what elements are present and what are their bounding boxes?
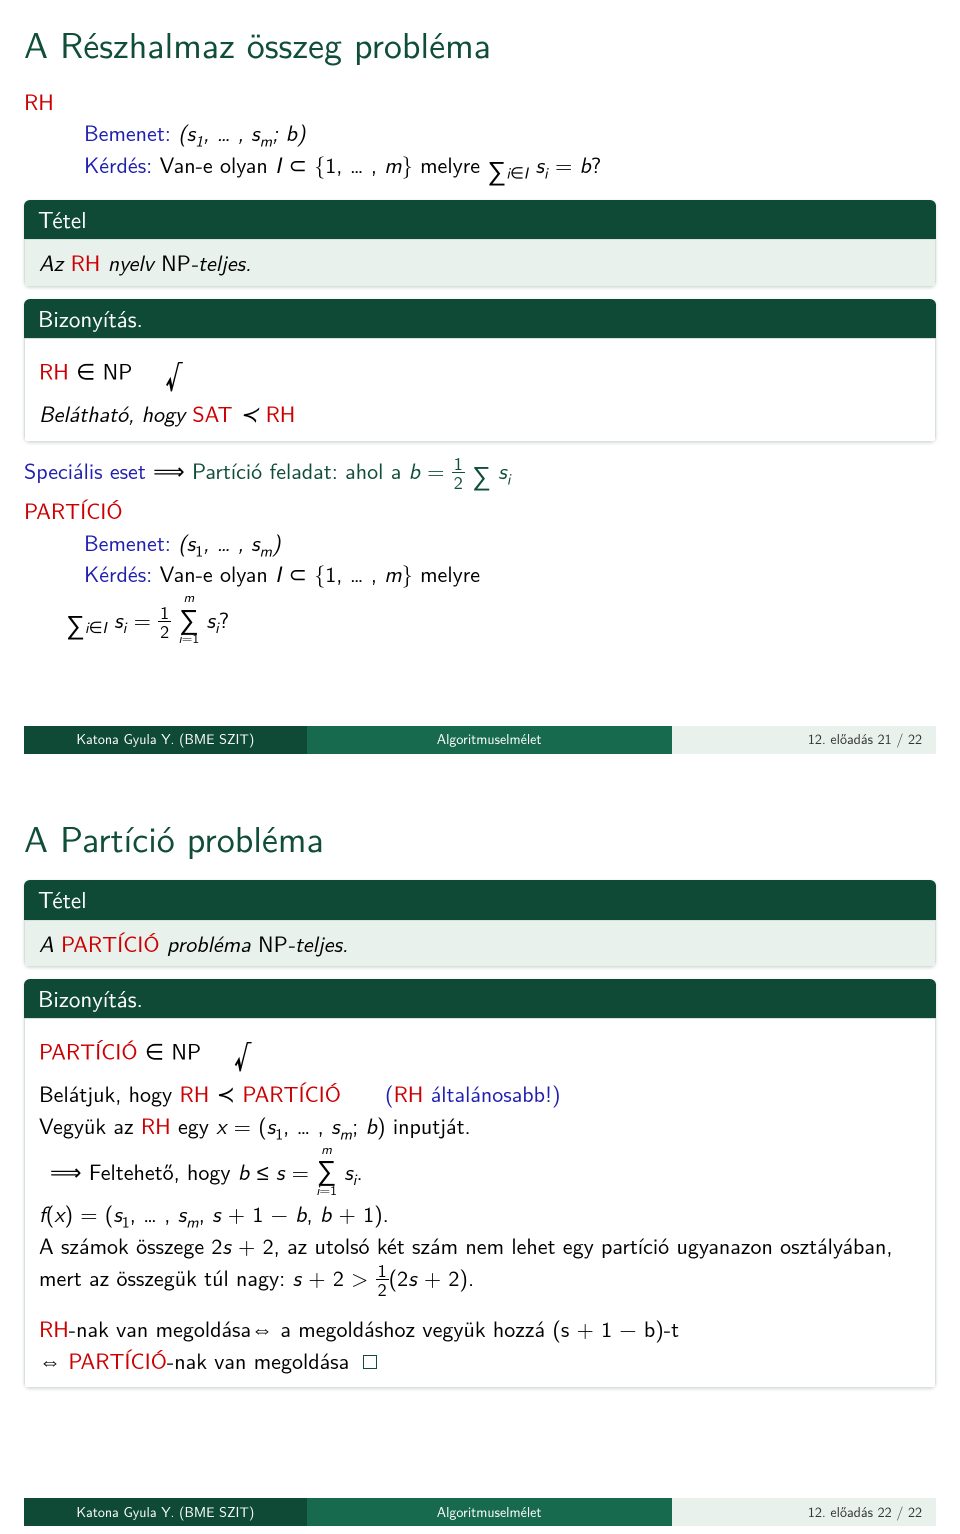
proof-block-1: Bizonyítás. RH ∈ NP √ Belátható, hogy SA… — [24, 299, 936, 442]
theorem-head-1: Tétel — [24, 200, 936, 239]
proof-body-1: RH ∈ NP √ Belátható, hogy SAT ≺ RH — [24, 338, 936, 442]
slide-1: A Részhalmaz összeg probléma RH Bemenet:… — [0, 0, 960, 762]
problem-name-rh: RH — [24, 87, 936, 117]
footer-right-2: 12. előadás 22 / 22 — [672, 1498, 936, 1526]
footer-right-1: 12. előadás 21 / 22 — [672, 726, 936, 754]
partition-name: PARTÍCIÓ — [24, 496, 936, 526]
slide1-title: A Részhalmaz összeg probléma — [24, 20, 936, 69]
footer-2: Katona Gyula Y. (BME SZIT) Algoritmuselm… — [24, 1498, 936, 1526]
footer-1: Katona Gyula Y. (BME SZIT) Algoritmuselm… — [24, 726, 936, 754]
partition-question-line2: ∑i∈I si = 12 m∑i=1 si? — [66, 591, 936, 646]
input-label: Bemenet: — [84, 116, 171, 148]
theorem-block-1: Tétel Az RH nyelv NP-teljes. — [24, 200, 936, 287]
rh-input-line: Bemenet: (s1, … , sm; b) — [84, 118, 936, 148]
slide-2: A Partíció probléma Tétel A PARTÍCIÓ pro… — [0, 794, 960, 1534]
footer-author-1: Katona Gyula Y. (BME SZIT) — [24, 726, 307, 754]
question-label: Kérdés: — [84, 148, 152, 180]
slide2-title: A Partíció probléma — [24, 814, 936, 863]
footer-author-2: Katona Gyula Y. (BME SZIT) — [24, 1498, 307, 1526]
theorem-body-2: A PARTÍCIÓ probléma NP-teljes. — [24, 920, 936, 968]
theorem-block-2: Tétel A PARTÍCIÓ probléma NP-teljes. — [24, 880, 936, 967]
theorem-body-1: Az RH nyelv NP-teljes. — [24, 239, 936, 287]
proof-head-2: Bizonyítás. — [24, 979, 936, 1018]
proof-block-2: Bizonyítás. PARTÍCIÓ ∈ NP √ Belátjuk, ho… — [24, 979, 936, 1388]
special-case-line: Speciális eset ⟹ Partíció feladat: ahol … — [24, 454, 936, 494]
footer-center-1: Algoritmuselmélet — [307, 726, 672, 754]
qed-icon — [363, 1355, 377, 1369]
proof-head-1: Bizonyítás. — [24, 299, 936, 338]
partition-question-line1: Kérdés: Van-e olyan I ⊂ {1, … , m} melyr… — [84, 559, 936, 589]
footer-center-2: Algoritmuselmélet — [307, 1498, 672, 1526]
rh-question-line: Kérdés: Van-e olyan I ⊂ {1, … , m} melyr… — [84, 150, 936, 188]
theorem-head-2: Tétel — [24, 880, 936, 919]
proof-body-2: PARTÍCIÓ ∈ NP √ Belátjuk, hogy RH ≺ PART… — [24, 1018, 936, 1388]
partition-input-line: Bemenet: (s1, … , sm) — [84, 528, 936, 558]
